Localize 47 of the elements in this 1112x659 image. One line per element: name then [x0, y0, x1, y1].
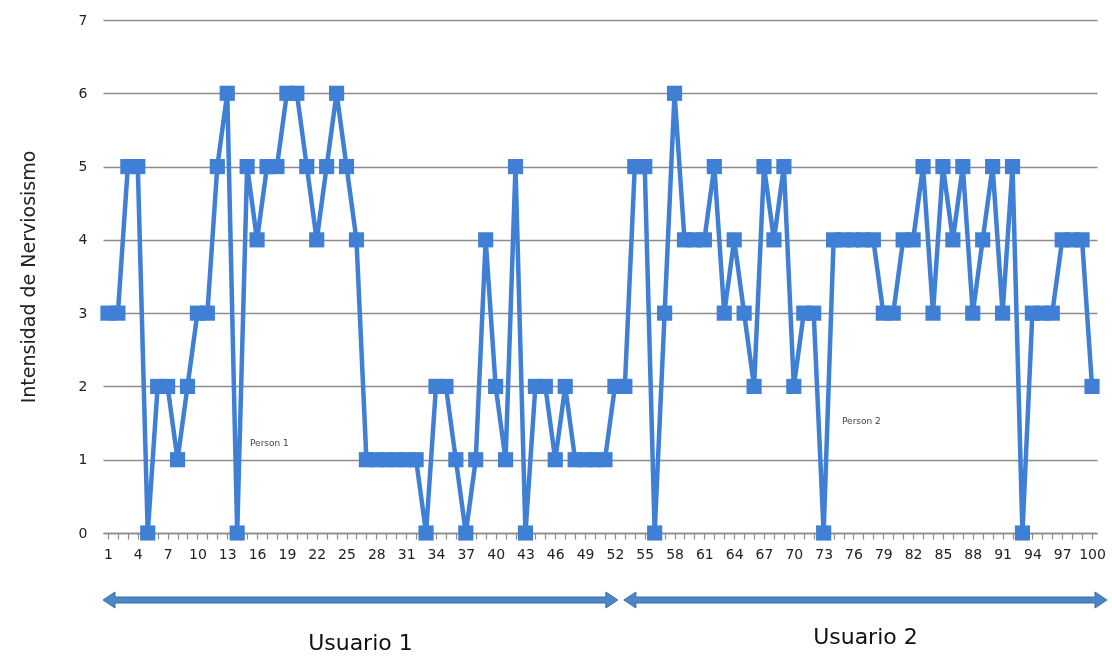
x-tick-label: 52: [606, 545, 625, 562]
y-tick-label: 1: [78, 451, 88, 468]
x-tick-label: 82: [904, 545, 923, 562]
y-axis-title: Intensidad de Nerviosismo: [16, 150, 39, 404]
x-tick-label: 64: [725, 545, 744, 562]
x-tick-label: 85: [934, 545, 953, 562]
x-tick-label: 31: [397, 545, 416, 562]
y-tick-label: 0: [78, 524, 88, 541]
x-tick-label: 91: [994, 545, 1012, 562]
x-tick-label: 40: [487, 545, 506, 562]
x-tick-label: 16: [248, 545, 267, 562]
y-tick-label: 3: [78, 304, 88, 321]
x-tick-label: 67: [755, 545, 774, 562]
y-tick-label: 4: [78, 231, 88, 248]
x-tick-label: 55: [636, 545, 655, 562]
x-tick-label: 22: [308, 545, 327, 562]
x-tick-label: 79: [874, 545, 893, 562]
x-tick-label: 70: [785, 545, 804, 562]
x-tick-label: 97: [1053, 545, 1072, 562]
x-tick-label: 100: [1079, 545, 1106, 562]
text: Usuario 1: [308, 630, 413, 655]
x-tick-label: 34: [427, 545, 446, 562]
x-tick-label: 73: [815, 545, 834, 562]
y-tick-label: 6: [78, 84, 88, 101]
x-tick-label: 61: [695, 545, 714, 562]
x-tick-label: 58: [666, 545, 684, 562]
annotation: Person 2: [842, 416, 881, 426]
x-tick-label: 46: [546, 545, 565, 562]
x-tick-label: 43: [517, 545, 535, 562]
text: Usuario 2: [813, 624, 918, 649]
x-tick-label: 10: [189, 545, 207, 562]
x-tick-label: 49: [576, 545, 595, 562]
x-tick-label: 19: [278, 545, 297, 562]
x-tick-label: 25: [338, 545, 356, 562]
x-tick-label: 1: [104, 545, 113, 562]
x-tick-label: 88: [964, 545, 983, 562]
y-tick-label: 2: [78, 377, 88, 394]
x-tick-label: 37: [457, 545, 476, 562]
x-tick-label: 94: [1023, 545, 1042, 562]
y-tick-label: 5: [78, 158, 88, 175]
x-tick-label: 13: [218, 545, 237, 562]
x-tick-label: 7: [163, 545, 173, 562]
x-tick-label: 28: [367, 545, 386, 562]
x-tick-label: 76: [845, 545, 863, 562]
annotation: Person 1: [250, 438, 289, 448]
x-tick-label: 4: [133, 545, 143, 562]
y-tick-label: 7: [78, 11, 88, 28]
